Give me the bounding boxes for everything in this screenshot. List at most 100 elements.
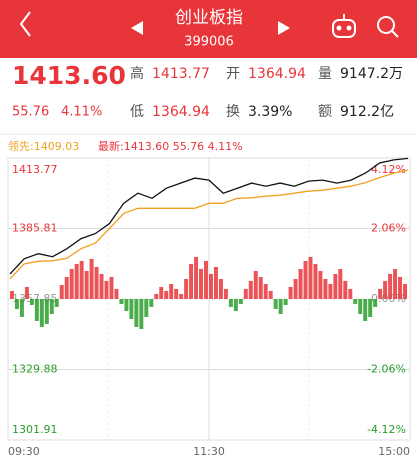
left-axis-label: 1385.81 [12, 221, 58, 234]
strength-bar [398, 276, 403, 299]
legend-lead: 领先:1409.03 [8, 140, 79, 153]
stat-value: 3.39% [248, 104, 292, 120]
strength-bar [89, 258, 94, 299]
strength-bar [248, 280, 253, 299]
strength-bar [109, 276, 114, 299]
strength-bar [303, 260, 308, 299]
right-axis-label: 2.06% [371, 221, 406, 234]
strength-bar [174, 288, 179, 299]
strength-bar [298, 268, 303, 299]
search-icon[interactable] [377, 16, 399, 38]
strength-bar [288, 286, 293, 299]
strength-bar [308, 256, 313, 299]
strength-bar [54, 298, 59, 307]
stat-label: 换 [226, 103, 240, 120]
strength-bar [114, 288, 119, 299]
stat-value: 1364.94 [248, 66, 306, 82]
strength-bar [179, 293, 184, 299]
strength-bar [19, 298, 24, 317]
strength-bar [154, 293, 159, 299]
next-button[interactable] [278, 21, 290, 35]
strength-bar [84, 270, 89, 299]
strength-bar [59, 284, 64, 299]
strength-bar [393, 268, 398, 299]
strength-bar [273, 298, 278, 309]
strength-bar [358, 298, 363, 314]
left-axis-label: 1301.91 [12, 423, 58, 436]
title: 创业板指 [175, 8, 243, 28]
strength-bar [199, 268, 204, 299]
strength-bar [10, 290, 14, 299]
strength-bar [144, 298, 149, 317]
prev-button[interactable] [131, 21, 143, 35]
stat-value: 9147.2万 [340, 66, 403, 82]
strength-bar [373, 298, 378, 307]
back-button[interactable] [19, 11, 31, 37]
strength-bar [313, 263, 318, 299]
time-label: 11:30 [193, 445, 225, 458]
stat-value: 912.2亿 [340, 104, 394, 120]
stat-label: 开 [226, 66, 240, 82]
strength-bar [79, 260, 84, 299]
strength-bar [243, 288, 248, 299]
strength-bar [213, 266, 218, 299]
strength-bar [233, 298, 238, 311]
strength-bar [353, 298, 358, 304]
right-axis-label: -4.12% [367, 423, 406, 436]
strength-bar [293, 278, 298, 299]
strength-bar [119, 298, 124, 304]
strength-bar [139, 298, 144, 329]
strength-bar [69, 268, 74, 299]
strength-bar [14, 298, 19, 309]
strength-bar [74, 263, 79, 299]
legend-latest: 最新:1413.60 55.76 4.11% [98, 139, 243, 153]
strength-bar [268, 290, 273, 299]
strength-bar [323, 278, 328, 299]
time-label: 15:00 [378, 445, 410, 458]
strength-bar [169, 283, 174, 299]
strength-bar [263, 283, 268, 299]
strength-bar [338, 268, 343, 299]
left-axis-label: 1329.88 [12, 362, 58, 375]
strength-bar [383, 280, 388, 299]
strength-bar [378, 288, 383, 299]
lead-line [9, 169, 409, 280]
stat-label: 量 [318, 66, 332, 82]
strength-bar [368, 298, 373, 317]
strength-bar [318, 270, 323, 299]
strength-bar [283, 298, 288, 305]
strength-bar [223, 288, 228, 299]
strength-bar [209, 273, 213, 299]
strength-bar [258, 276, 263, 299]
right-axis-label: -2.06% [367, 362, 406, 375]
strength-bar [238, 298, 243, 304]
stat-value: 1413.77 [152, 66, 210, 82]
strength-bar [164, 290, 169, 299]
change-pct: 4.11% [61, 105, 102, 120]
strength-bar [363, 298, 368, 321]
strength-bar [34, 298, 39, 321]
strength-bar [403, 283, 407, 299]
strength-bar [124, 298, 129, 311]
strength-bar [129, 298, 134, 319]
strength-bar [218, 278, 223, 299]
strength-bar [253, 270, 258, 299]
strength-bar [184, 278, 189, 299]
change: 55.76 [12, 105, 49, 120]
strength-bar [64, 276, 69, 299]
price: 1413.60 [12, 61, 126, 90]
robot-icon[interactable] [332, 14, 356, 38]
strength-bar [49, 298, 54, 314]
strength-bar [159, 286, 164, 299]
stat-label: 高 [130, 65, 144, 82]
left-axis-label: 1413.77 [12, 163, 58, 176]
time-label: 09:30 [8, 445, 40, 458]
price-line [9, 157, 409, 275]
strength-bar [44, 298, 49, 324]
strength-bar [328, 283, 333, 299]
strength-bar [388, 273, 393, 299]
code: 399006 [184, 35, 234, 50]
strength-bar [204, 260, 208, 299]
strength-bar [94, 266, 99, 299]
